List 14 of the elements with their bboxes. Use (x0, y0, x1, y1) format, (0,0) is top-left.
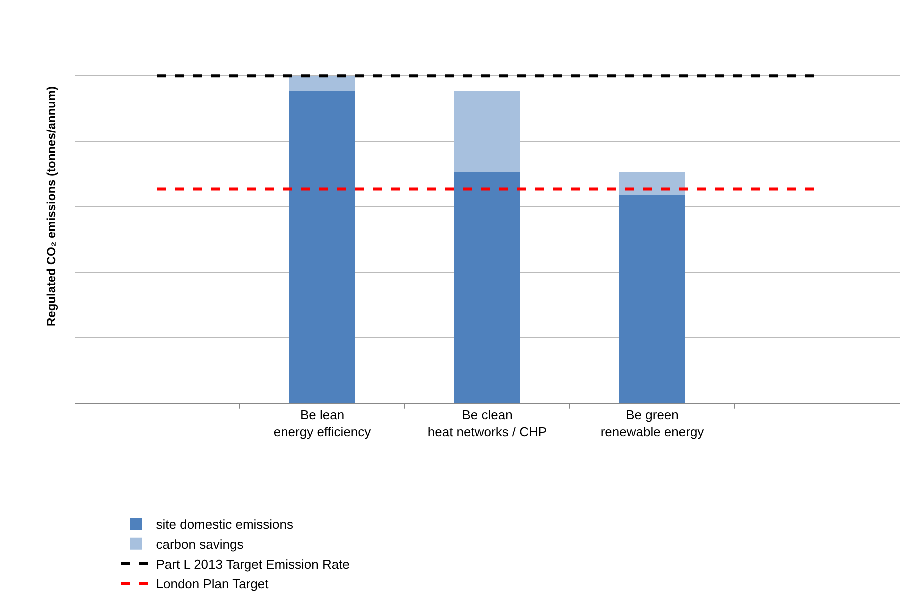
bar (454, 91, 520, 173)
bar (290, 91, 356, 403)
legend-label: carbon savings (156, 536, 244, 552)
x-tick-label: Be lean energy efficiency (274, 408, 372, 440)
y-axis-title: Regulated CO₂ emissions (tonnes/annum) (44, 86, 58, 327)
legend-label: London Plan Target (156, 576, 270, 592)
x-tick-label: Be green renewable energy (600, 408, 705, 440)
bar (290, 76, 356, 92)
legend-label: site domestic emissions (156, 517, 294, 532)
bar (620, 172, 686, 196)
bar (454, 172, 520, 403)
x-tick-label: Be clean heat networks / CHP (428, 408, 548, 440)
legend-label: Part L 2013 Target Emission Rate (156, 556, 350, 572)
bar (620, 195, 686, 403)
